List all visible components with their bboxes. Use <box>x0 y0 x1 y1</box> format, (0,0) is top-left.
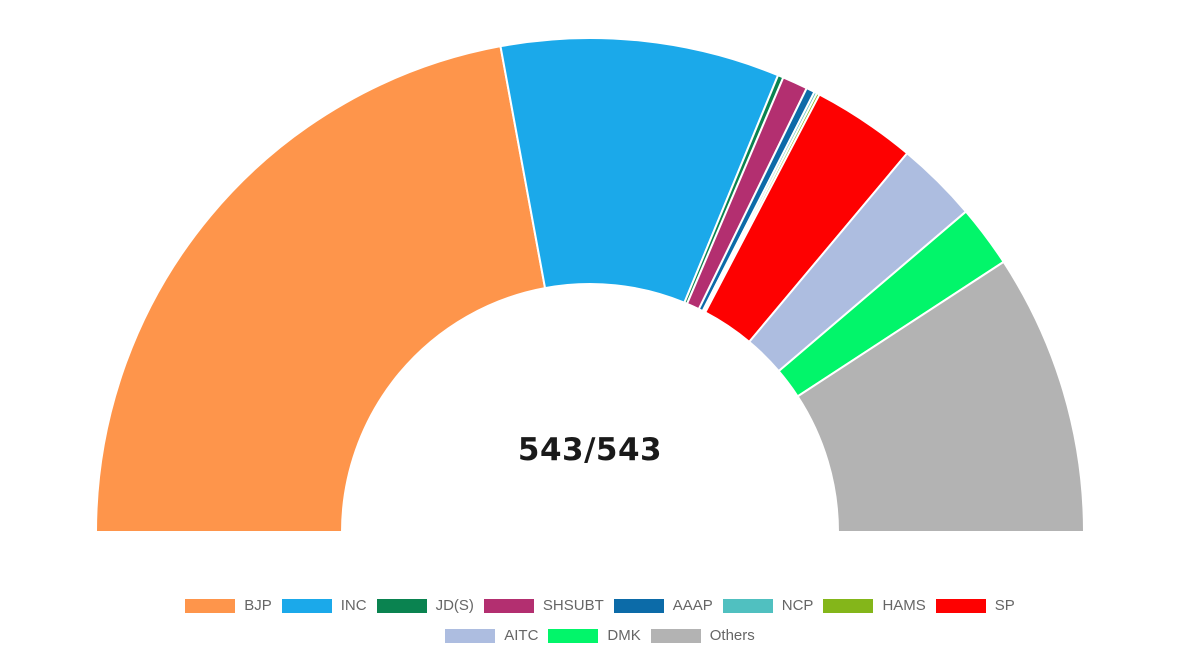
legend-label: SP <box>994 597 1015 614</box>
legend-label: JD(S) <box>435 597 474 614</box>
legend-label: Others <box>709 627 755 644</box>
legend-swatch <box>823 598 874 613</box>
legend-item-others[interactable]: Others <box>650 627 755 644</box>
legend-swatch <box>376 598 427 613</box>
legend-label: AAAP <box>672 597 713 614</box>
slice-others[interactable] <box>796 260 1086 533</box>
legend-item-sp[interactable]: SP <box>935 597 1015 614</box>
legend-swatch <box>445 628 496 643</box>
legend-swatch <box>722 598 773 613</box>
legend-swatch <box>185 598 236 613</box>
legend-label: INC <box>340 597 367 614</box>
legend-item-shsubt[interactable]: SHSUBT <box>483 597 604 614</box>
legend-label: DMK <box>607 627 641 644</box>
legend-item-dmk[interactable]: DMK <box>548 627 641 644</box>
center-total-label: 543/543 <box>517 432 663 468</box>
slice-inc[interactable] <box>499 37 780 304</box>
legend-label: HAMS <box>882 597 926 614</box>
legend-swatch <box>483 598 534 613</box>
legend-row: AITC DMK Others <box>0 627 1200 644</box>
legend-label: SHSUBT <box>542 597 604 614</box>
legend-label: NCP <box>781 597 814 614</box>
legend-label: AITC <box>504 627 539 644</box>
legend-row: BJP INC JD(S) SHSUBT AAAP NCP HAMS SP <box>0 597 1200 614</box>
legend-item-ncp[interactable]: NCP <box>722 597 814 614</box>
legend-item-jd-s[interactable]: JD(S) <box>376 597 474 614</box>
legend-item-bjp[interactable]: BJP <box>185 597 272 614</box>
legend-item-hams[interactable]: HAMS <box>823 597 926 614</box>
legend-item-inc[interactable]: INC <box>281 597 367 614</box>
legend-swatch <box>650 628 701 643</box>
legend-swatch <box>281 598 332 613</box>
legend-label: BJP <box>244 597 272 614</box>
legend-item-aaap[interactable]: AAAP <box>613 597 713 614</box>
legend-item-aitc[interactable]: AITC <box>445 627 538 644</box>
legend-swatch <box>613 598 664 613</box>
legend-swatch <box>935 598 986 613</box>
legend-swatch <box>548 628 599 643</box>
slice-bjp[interactable] <box>94 45 547 533</box>
